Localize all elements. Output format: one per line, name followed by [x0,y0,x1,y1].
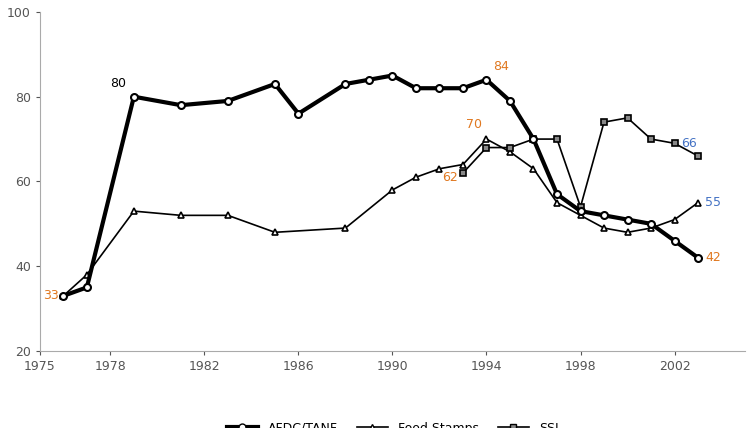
Text: 33: 33 [43,289,59,302]
Text: 70: 70 [465,118,482,131]
Text: 62: 62 [442,171,458,184]
Text: 66: 66 [681,137,697,150]
Text: 42: 42 [705,251,721,264]
Text: 84: 84 [493,60,509,73]
Text: 80: 80 [111,77,126,90]
Text: 55: 55 [705,196,721,209]
Legend: AFDC/TANF, Food Stamps, SSI: AFDC/TANF, Food Stamps, SSI [222,416,563,428]
